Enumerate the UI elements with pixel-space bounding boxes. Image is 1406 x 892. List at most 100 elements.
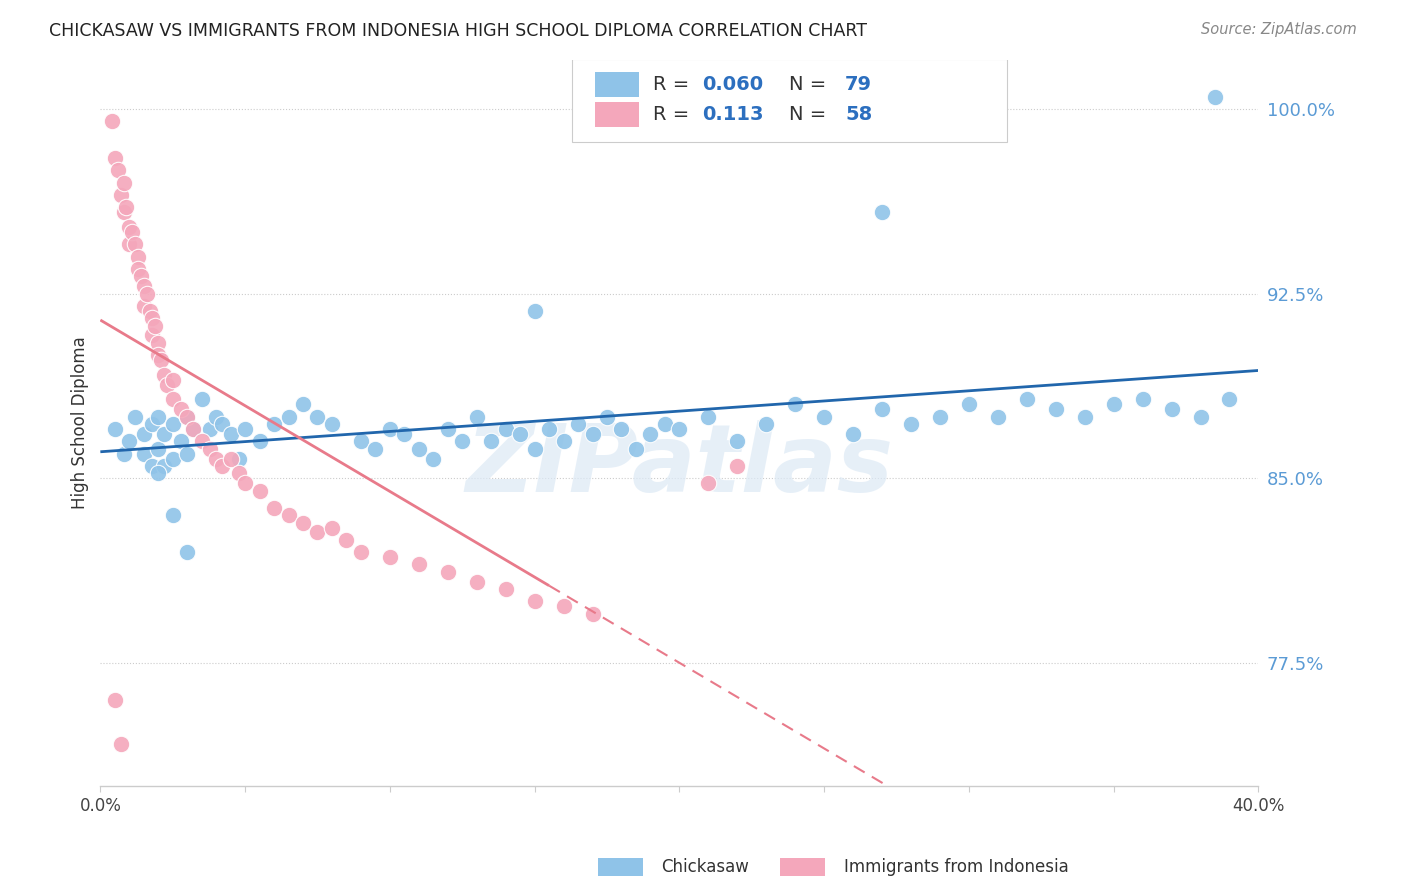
Point xyxy=(451,434,474,449)
Point xyxy=(553,599,575,614)
FancyBboxPatch shape xyxy=(595,72,638,96)
Point xyxy=(436,565,458,579)
Point xyxy=(870,402,893,417)
Point xyxy=(112,447,135,461)
Point xyxy=(697,476,720,491)
Point xyxy=(640,426,662,441)
Text: 79: 79 xyxy=(845,75,872,94)
Point xyxy=(162,508,184,523)
Text: N =: N = xyxy=(789,105,832,124)
Point xyxy=(176,409,198,424)
Point xyxy=(479,434,502,449)
Point xyxy=(143,318,166,333)
Point xyxy=(263,417,285,431)
Point xyxy=(127,250,149,264)
Point xyxy=(124,237,146,252)
Point xyxy=(321,520,343,534)
Point xyxy=(132,447,155,461)
Point xyxy=(162,417,184,431)
Point xyxy=(957,397,980,411)
Point xyxy=(842,426,865,441)
Point xyxy=(176,409,198,424)
Point xyxy=(624,442,647,456)
Point xyxy=(190,392,212,407)
Point xyxy=(156,377,179,392)
Point xyxy=(127,262,149,277)
Point xyxy=(153,426,176,441)
Text: CHICKASAW VS IMMIGRANTS FROM INDONESIA HIGH SCHOOL DIPLOMA CORRELATION CHART: CHICKASAW VS IMMIGRANTS FROM INDONESIA H… xyxy=(49,22,868,40)
Point xyxy=(538,422,561,436)
Point xyxy=(132,426,155,441)
Point xyxy=(170,434,193,449)
Point xyxy=(408,442,430,456)
Point xyxy=(233,476,256,491)
Point xyxy=(364,442,387,456)
Point xyxy=(1132,392,1154,407)
Point xyxy=(668,422,690,436)
Point xyxy=(509,426,531,441)
Text: Chickasaw: Chickasaw xyxy=(661,858,748,876)
Point xyxy=(654,417,676,431)
Point xyxy=(153,368,176,382)
Point xyxy=(394,426,416,441)
Point xyxy=(141,311,163,326)
Point xyxy=(1073,409,1095,424)
Point xyxy=(104,422,127,436)
Point xyxy=(148,467,170,481)
Point xyxy=(104,693,127,707)
Point xyxy=(307,525,329,540)
Point xyxy=(153,458,176,473)
Point xyxy=(725,458,748,473)
Point xyxy=(190,434,212,449)
Point xyxy=(1189,409,1212,424)
Point xyxy=(408,558,430,572)
Point xyxy=(181,422,204,436)
Point xyxy=(148,348,170,362)
Point xyxy=(870,205,893,219)
Point xyxy=(335,533,357,547)
Point xyxy=(200,422,222,436)
Point xyxy=(567,417,589,431)
Point xyxy=(553,434,575,449)
Point xyxy=(523,594,546,608)
FancyBboxPatch shape xyxy=(572,59,1007,142)
Point xyxy=(170,402,193,417)
Point xyxy=(112,176,135,190)
Point xyxy=(1102,397,1125,411)
Point xyxy=(132,279,155,293)
Text: 0.060: 0.060 xyxy=(703,75,763,94)
Point xyxy=(219,426,242,441)
Point xyxy=(277,409,299,424)
Point xyxy=(162,392,184,407)
Point xyxy=(219,451,242,466)
Point xyxy=(436,422,458,436)
Text: R =: R = xyxy=(652,75,695,94)
Point xyxy=(596,409,619,424)
Point xyxy=(118,434,141,449)
Point xyxy=(249,434,271,449)
Point xyxy=(785,397,807,411)
Point xyxy=(307,409,329,424)
FancyBboxPatch shape xyxy=(595,103,638,128)
Point xyxy=(101,114,124,128)
Point xyxy=(813,409,835,424)
Point xyxy=(135,286,157,301)
Point xyxy=(610,422,633,436)
Point xyxy=(465,409,488,424)
Point xyxy=(523,442,546,456)
Point xyxy=(124,409,146,424)
Point xyxy=(900,417,922,431)
Point xyxy=(1160,402,1182,417)
Point xyxy=(162,451,184,466)
Point xyxy=(929,409,952,424)
Point xyxy=(107,163,129,178)
Point xyxy=(755,417,778,431)
Point xyxy=(176,447,198,461)
Text: Immigrants from Indonesia: Immigrants from Indonesia xyxy=(844,858,1069,876)
Point xyxy=(118,237,141,252)
Point xyxy=(422,451,444,466)
Point xyxy=(228,467,250,481)
Point xyxy=(141,328,163,343)
Point xyxy=(581,426,603,441)
Point xyxy=(148,409,170,424)
